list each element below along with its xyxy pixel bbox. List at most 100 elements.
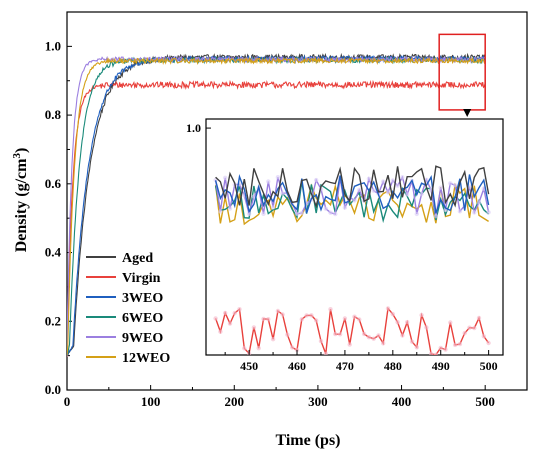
inset-marker <box>400 333 405 338</box>
inset-marker <box>213 316 218 321</box>
inset-marker <box>486 210 491 215</box>
inset-y-tick-label: 1.0 <box>186 121 201 135</box>
inset-marker <box>337 332 343 337</box>
inset-marker <box>280 191 285 196</box>
inset-marker <box>333 211 338 217</box>
inset-marker <box>357 317 362 322</box>
inset-line-3weo <box>214 174 490 214</box>
inset-marker <box>333 331 338 337</box>
inset-marker <box>424 325 429 330</box>
inset-marker <box>448 181 453 186</box>
main-plot: 0 100 200 300 400 500 0.0 0.2 0.4 0.6 0.8 1.0 <box>45 11 528 409</box>
inset-marker <box>299 210 304 216</box>
legend-label-aged: Aged <box>122 251 153 266</box>
legend-label-6weo: 6WEO <box>122 311 163 326</box>
inset-marker <box>366 335 372 340</box>
x-tick-label: 0 <box>64 394 71 409</box>
inset-marker <box>266 317 271 322</box>
y-axis-title-base: Density (g/cm <box>13 158 30 252</box>
y-axis-title-sup: 3 <box>11 153 23 159</box>
inset-marker <box>314 177 319 183</box>
inset-marker <box>452 342 458 348</box>
inset-marker <box>280 312 285 317</box>
inset-marker <box>448 320 453 325</box>
inset-marker <box>328 210 333 215</box>
inset-marker <box>223 175 228 180</box>
inset-marker <box>357 187 362 192</box>
y-tick-label: 0.4 <box>45 245 62 260</box>
series-line-12weo <box>67 56 486 356</box>
inset-marker <box>314 318 319 323</box>
inset-marker <box>376 333 381 338</box>
inset-marker <box>390 311 395 317</box>
inset-marker <box>294 211 300 217</box>
legend-label-3weo: 3WEO <box>122 291 163 306</box>
inset-marker <box>275 308 281 314</box>
inset-marker <box>309 313 314 318</box>
series-lines <box>67 52 486 357</box>
inset-marker <box>428 351 434 355</box>
inset-line-9weo <box>214 175 490 217</box>
y-axis-title: Density (g/cm3) <box>11 148 30 253</box>
y-tick-label: 0.0 <box>45 382 61 397</box>
inset-marker <box>400 175 405 180</box>
inset-marker <box>227 321 233 326</box>
inset-marker <box>361 331 367 337</box>
inset-marker <box>476 315 482 321</box>
inset-marker <box>342 316 348 321</box>
inset-marker <box>347 342 352 347</box>
x-tick-label: 400 <box>392 394 412 409</box>
inset-marker <box>299 317 304 322</box>
y-axis-title-close: ) <box>13 148 30 153</box>
inset-marker <box>290 345 295 350</box>
inset-line-aged <box>215 165 490 209</box>
inset-x-tick-label: 500 <box>480 359 498 373</box>
legend-label-9weo: 9WEO <box>122 331 163 346</box>
zoom-region-box <box>438 33 486 111</box>
inset-marker <box>381 341 386 346</box>
x-tick-label: 300 <box>308 394 328 409</box>
inset-marker <box>433 214 439 219</box>
inset-marker <box>352 198 357 203</box>
inset-marker <box>457 209 463 214</box>
inset-marker <box>352 314 357 319</box>
inset-marker <box>285 332 290 337</box>
inset-marker <box>385 306 391 311</box>
series-line-virgin <box>67 79 486 357</box>
y-tick-label: 1.0 <box>45 38 61 53</box>
inset-marker <box>328 307 333 312</box>
inset-marker <box>438 185 443 190</box>
inset-series-lines <box>213 165 491 355</box>
inset-x-tick-label: 460 <box>288 359 306 373</box>
inset-marker <box>261 211 266 216</box>
inset-marker <box>443 347 448 352</box>
inset-marker <box>395 320 400 325</box>
inset-marker <box>452 183 458 188</box>
inset-marker <box>405 320 410 325</box>
inset-marker <box>405 192 410 197</box>
inset-marker <box>390 178 395 183</box>
inset-marker <box>251 325 257 330</box>
inset-marker <box>481 334 486 339</box>
inset-marker <box>467 325 472 330</box>
inset-marker <box>232 310 237 316</box>
inset-marker <box>409 339 415 344</box>
inset-marker <box>433 352 439 355</box>
legend-label-virgin: Virgin <box>122 271 161 286</box>
inset-marker <box>472 325 477 331</box>
inset-marker <box>304 313 309 318</box>
inset-marker <box>266 179 271 184</box>
inset-x-tick-label: 480 <box>384 359 402 373</box>
inset-marker <box>419 312 424 318</box>
inset-marker <box>318 338 324 344</box>
inset-marker <box>395 183 400 188</box>
x-tick-label: 200 <box>225 394 245 409</box>
inset-marker <box>223 310 228 316</box>
inset-marker <box>270 337 276 342</box>
inset-marker <box>242 346 247 351</box>
inset-marker <box>323 206 328 211</box>
inset-marker <box>237 307 242 312</box>
inset-marker <box>462 330 467 336</box>
inset-x-tick-label: 450 <box>240 359 258 373</box>
